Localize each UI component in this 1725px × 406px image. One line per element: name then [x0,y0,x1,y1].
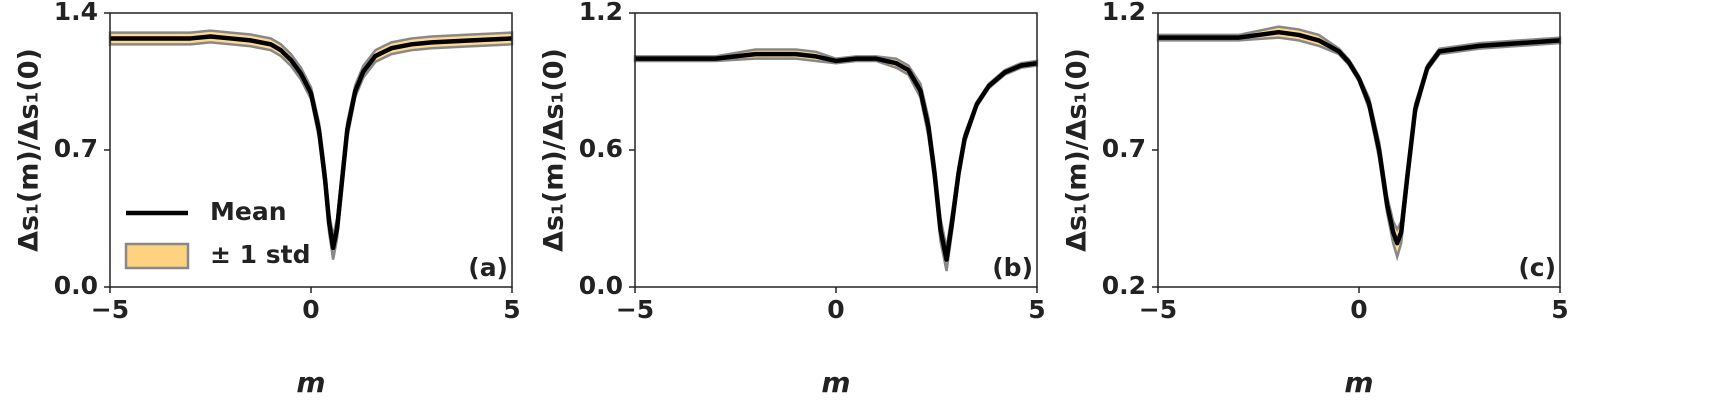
axes-frame [634,12,1038,288]
axes-frame [109,12,513,288]
std-band [108,29,514,260]
mean-line [110,34,513,251]
y-axis-label: Δs₁(m)/Δs₁(0) [14,48,45,252]
x-tick-label: 0 [302,295,319,324]
panel: 0.0 0.7 1.4 −5 0 5 (a) m Δs₁(m)/Δs₁(0) ± 1 std Mea… [14,0,521,399]
x-tick-label: 0 [827,295,844,324]
legend-swatch [124,242,190,270]
x-axis-label: m [296,366,325,399]
panel: 0.2 0.7 1.2 −5 0 5 (c) m Δs₁(m)/Δs₁(0) [1062,0,1569,399]
y-tick-label: 1.2 [1102,0,1146,26]
mean-line [1158,29,1561,246]
y-axis-label: Δs₁(m)/Δs₁(0) [539,48,570,252]
std-band [633,48,1039,272]
panel-label: (b) [992,253,1033,282]
legend-label: Mean [210,197,287,226]
y-tick-label: 0.0 [579,271,623,300]
x-tick-label: −5 [91,295,129,324]
x-tick-label: −5 [1139,295,1177,324]
y-axis-label: Δs₁(m)/Δs₁(0) [1062,48,1093,252]
y-tick-label: 1.4 [54,0,98,26]
y-tick-label: 0.2 [1102,271,1146,300]
y-tick-label: 0.0 [54,271,98,300]
x-tick-label: 0 [1350,295,1367,324]
x-tick-label: 5 [503,295,520,324]
x-axis-label: m [821,366,850,399]
y-tick-label: 0.7 [1102,134,1146,163]
x-tick-label: 5 [1028,295,1045,324]
x-axis-label: m [1344,366,1373,399]
panel-label: (a) [468,253,508,282]
y-tick-label: 1.2 [579,0,623,26]
x-tick-label: 5 [1551,295,1568,324]
mean-line [635,51,1038,262]
x-tick-label: −5 [616,295,654,324]
y-tick-label: 0.6 [579,134,623,163]
axes-frame [1157,12,1561,288]
panel-label: (c) [1518,253,1556,282]
y-tick-label: 0.7 [54,134,98,163]
panel: 0.0 0.6 1.2 −5 0 5 (b) m Δs₁(m)/Δs₁(0) [539,0,1046,399]
legend-label: ± 1 std [210,240,310,269]
std-band [1156,25,1562,262]
